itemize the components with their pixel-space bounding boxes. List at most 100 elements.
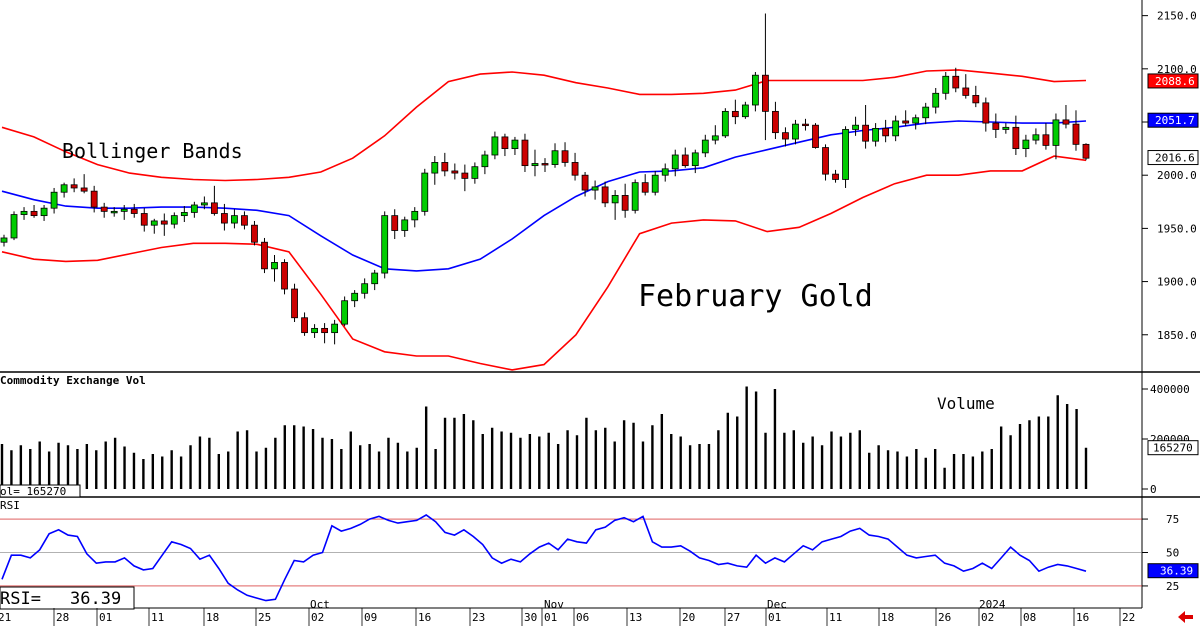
volume-tick-label: 400000: [1150, 383, 1190, 396]
candle-body: [1032, 134, 1040, 141]
candle-body: [291, 288, 298, 319]
bollinger-upper-band: [1, 69, 1087, 182]
month-label: 2024: [979, 598, 1006, 611]
date-tick-label: 21: [0, 611, 11, 624]
candlestick-layer: [0, 13, 1090, 345]
candle-body: [852, 124, 859, 130]
candle-body: [431, 162, 439, 174]
date-tick-label: 08: [1023, 611, 1036, 624]
candle-body: [571, 162, 579, 176]
candle-body: [892, 120, 900, 137]
candle-body: [721, 110, 729, 137]
volume-panel-title: Commodity Exchange Vol: [0, 374, 146, 387]
date-tick-label: 20: [682, 611, 695, 624]
date-tick-label: 30: [524, 611, 537, 624]
candle-body: [251, 224, 258, 243]
price-tick-label: 1900.0: [1157, 276, 1197, 289]
candle-body: [200, 202, 208, 206]
candle-body: [882, 127, 890, 137]
middle-band-tag-box: [1147, 112, 1199, 128]
rsi-readout-label: RSI=: [0, 589, 41, 609]
upper-band-tag: 2088.6: [1155, 75, 1195, 88]
candle-body: [531, 163, 539, 167]
candle-body: [621, 195, 629, 211]
candle-body: [1012, 126, 1020, 150]
rsi-axis: 25 50 75 36.39: [1142, 513, 1199, 593]
month-label: Dec: [767, 598, 787, 611]
candle-body: [972, 95, 980, 104]
rsi-readout-value: 36.39: [70, 589, 121, 609]
date-tick-label: 28: [56, 611, 69, 624]
chart-title: February Gold: [638, 279, 873, 314]
volume-last-tag: 165270: [1153, 442, 1193, 455]
candle-body: [110, 210, 118, 214]
date-axis: 21 28 01 11 18 25 02 09 16 23 30 01 06 13 20 27 01 11 18 26…: [0, 598, 1135, 626]
candle-body: [140, 213, 148, 226]
candle-body: [451, 170, 459, 174]
date-tick-label: 11: [829, 611, 842, 624]
candle-body: [100, 206, 108, 212]
candle-body: [751, 74, 759, 106]
date-tick-label: 22: [1122, 611, 1135, 624]
candle-body: [822, 147, 829, 175]
candle-body: [421, 172, 429, 212]
candle-body: [631, 182, 639, 211]
month-label: Nov: [544, 598, 564, 611]
candle-body: [210, 202, 218, 214]
date-tick-label: 26: [938, 611, 951, 624]
rsi-reference-lines: [0, 518, 1142, 587]
bollinger-lower-band: [1, 155, 1087, 371]
candle-body: [912, 117, 920, 124]
rsi-panel-title: RSI: [0, 499, 20, 512]
candle-body: [1002, 126, 1010, 130]
candle-body: [150, 220, 158, 226]
candle-body: [842, 129, 849, 180]
volume-readout: ol= 165270: [0, 485, 66, 498]
candle-body: [130, 208, 138, 214]
rsi-last-tag-box: [1147, 563, 1199, 579]
date-tick-label: 25: [258, 611, 271, 624]
candle-body: [681, 154, 689, 167]
rsi-tick-label: 25: [1166, 580, 1179, 593]
candle-body: [120, 208, 128, 212]
candle-body: [932, 92, 940, 108]
candle-body: [521, 139, 529, 167]
candle-body: [872, 127, 880, 142]
candle-body: [411, 210, 419, 221]
candle-body: [711, 135, 719, 141]
date-tick-label: 27: [727, 611, 740, 624]
candle-body: [671, 154, 679, 170]
candle-body: [481, 154, 489, 168]
candle-body: [221, 213, 228, 224]
rsi-line: [1, 514, 1087, 602]
candle-body: [1022, 139, 1030, 150]
candle-body: [762, 74, 769, 112]
candle-body: [281, 262, 288, 290]
last-price-tag-box: [1147, 150, 1199, 166]
price-tick-label: 2100.0: [1157, 63, 1197, 76]
date-tick-label: 18: [206, 611, 219, 624]
candle-body: [551, 150, 559, 165]
date-tick-label: 16: [1076, 611, 1089, 624]
date-tick-label: 09: [364, 611, 377, 624]
candle-body: [641, 182, 649, 193]
candle-body: [962, 87, 970, 96]
candle-body: [371, 272, 379, 285]
candle-body: [1062, 119, 1070, 125]
candle-body: [902, 120, 910, 124]
last-price-tag: 2016.6: [1155, 152, 1195, 165]
rsi-last-tag: 36.39: [1160, 565, 1193, 578]
candle-body: [992, 122, 1000, 130]
candle-body: [170, 215, 178, 225]
price-tick-label: 1950.0: [1157, 222, 1197, 235]
candle-body: [461, 172, 469, 179]
candle-body: [701, 139, 709, 154]
left-arrow-icon[interactable]: [1178, 611, 1193, 623]
date-tick-label: 02: [981, 611, 994, 624]
month-label: Oct: [310, 598, 330, 611]
date-tick-label: 01: [99, 611, 112, 624]
